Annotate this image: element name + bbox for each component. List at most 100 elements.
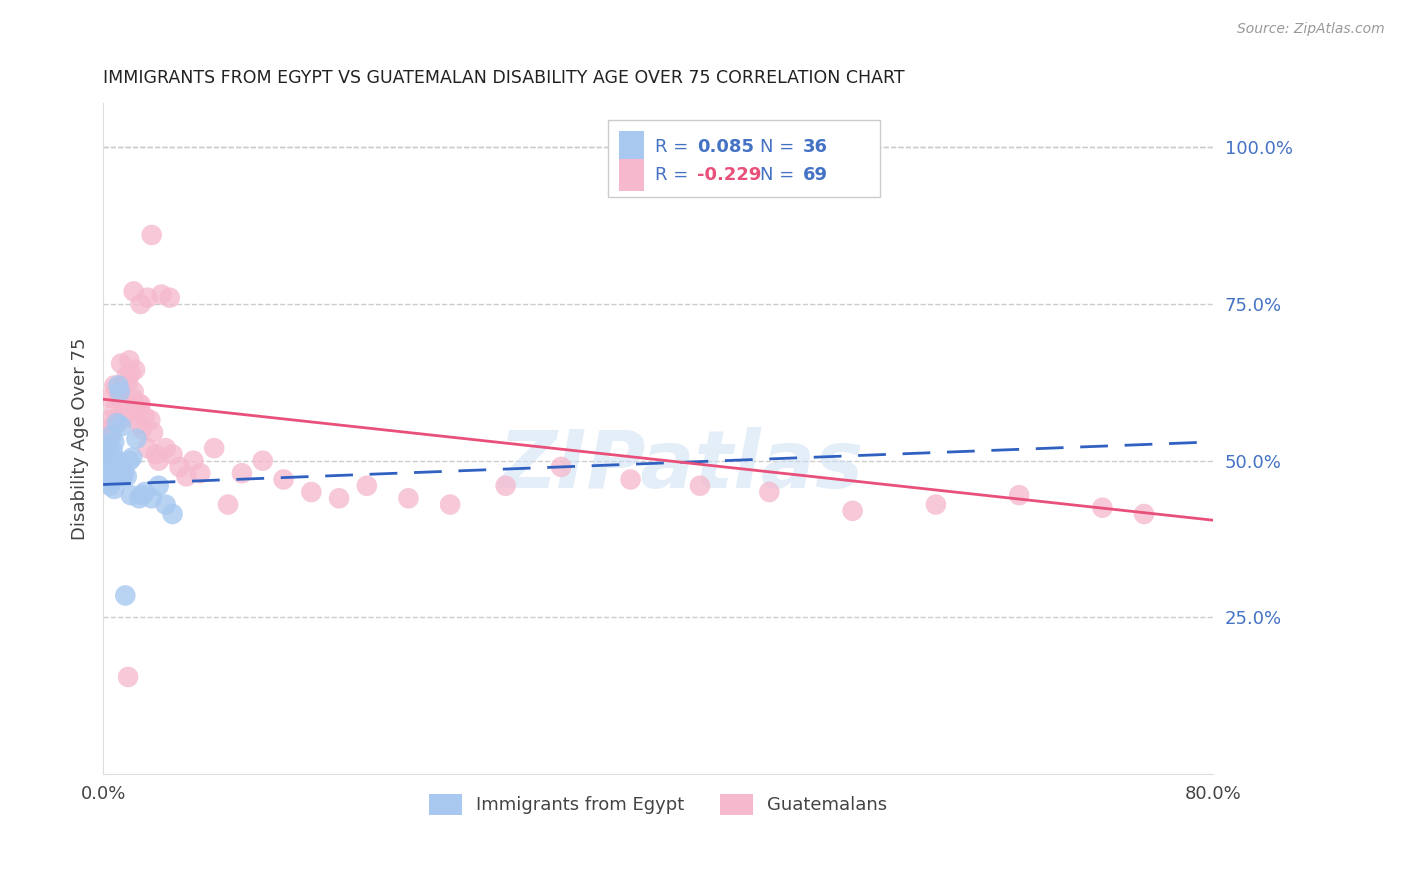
Point — [120, 366, 142, 380]
Point — [101, 473, 124, 487]
Point — [117, 376, 139, 390]
Point — [148, 453, 170, 467]
Point — [925, 498, 948, 512]
Point — [1133, 507, 1156, 521]
Point — [104, 463, 127, 477]
Point — [148, 479, 170, 493]
Point — [118, 353, 141, 368]
Point — [159, 291, 181, 305]
Point — [141, 491, 163, 506]
Point — [127, 416, 149, 430]
FancyBboxPatch shape — [620, 159, 644, 191]
Text: -0.229: -0.229 — [697, 166, 762, 184]
Point — [134, 409, 156, 424]
Point — [128, 397, 150, 411]
Point — [94, 438, 117, 452]
Point — [115, 369, 138, 384]
Y-axis label: Disability Age Over 75: Disability Age Over 75 — [72, 337, 89, 540]
Point — [96, 422, 118, 436]
Text: R =: R = — [655, 138, 695, 156]
Legend: Immigrants from Egypt, Guatemalans: Immigrants from Egypt, Guatemalans — [422, 787, 894, 822]
Point — [103, 482, 125, 496]
Point — [328, 491, 350, 506]
Point — [141, 227, 163, 242]
Point — [108, 391, 131, 405]
Point — [110, 357, 132, 371]
Point — [162, 507, 184, 521]
Point — [439, 498, 461, 512]
Point — [112, 397, 135, 411]
Point — [98, 450, 121, 465]
Text: R =: R = — [655, 166, 695, 184]
Point — [356, 479, 378, 493]
Text: N =: N = — [761, 166, 800, 184]
Point — [111, 469, 134, 483]
Point — [93, 447, 115, 461]
Point — [1008, 488, 1031, 502]
Point — [118, 453, 141, 467]
Point — [115, 469, 138, 483]
Point — [122, 384, 145, 399]
Text: ZIPatlas: ZIPatlas — [498, 426, 863, 505]
Point — [169, 459, 191, 474]
Point — [125, 403, 148, 417]
Point — [103, 434, 125, 449]
Point — [121, 450, 143, 465]
Point — [495, 479, 517, 493]
Point — [101, 444, 124, 458]
Point — [252, 453, 274, 467]
Point — [145, 447, 167, 461]
Point — [134, 485, 156, 500]
Point — [136, 291, 159, 305]
Point — [550, 459, 572, 474]
Point — [117, 670, 139, 684]
Point — [96, 459, 118, 474]
Point — [100, 428, 122, 442]
Point — [103, 378, 125, 392]
Point — [131, 488, 153, 502]
Point — [100, 457, 122, 471]
Point — [231, 467, 253, 481]
Point — [98, 413, 121, 427]
Point — [94, 428, 117, 442]
Point — [93, 469, 115, 483]
Point — [1091, 500, 1114, 515]
Point — [112, 467, 135, 481]
Point — [103, 403, 125, 417]
Point — [217, 498, 239, 512]
Text: IMMIGRANTS FROM EGYPT VS GUATEMALAN DISABILITY AGE OVER 75 CORRELATION CHART: IMMIGRANTS FROM EGYPT VS GUATEMALAN DISA… — [103, 69, 904, 87]
Point — [162, 447, 184, 461]
Text: 36: 36 — [803, 138, 828, 156]
Point — [94, 453, 117, 467]
Point — [98, 479, 121, 493]
Text: Source: ZipAtlas.com: Source: ZipAtlas.com — [1237, 22, 1385, 37]
Point — [114, 589, 136, 603]
Point — [105, 416, 128, 430]
Point — [97, 467, 120, 481]
FancyBboxPatch shape — [620, 131, 644, 163]
Point — [128, 491, 150, 506]
Point — [188, 467, 211, 481]
Point — [129, 297, 152, 311]
Point — [841, 504, 863, 518]
Point — [136, 441, 159, 455]
Point — [758, 485, 780, 500]
Point — [97, 441, 120, 455]
Point — [105, 416, 128, 430]
Point — [98, 391, 121, 405]
Point — [107, 409, 129, 424]
Point — [111, 378, 134, 392]
Point — [155, 441, 177, 455]
Text: 69: 69 — [803, 166, 828, 184]
Point — [108, 384, 131, 399]
Point — [142, 425, 165, 440]
Point — [689, 479, 711, 493]
Point — [176, 469, 198, 483]
Point — [105, 453, 128, 467]
Point — [107, 378, 129, 392]
Point — [183, 453, 205, 467]
Point — [139, 413, 162, 427]
Point — [121, 391, 143, 405]
Text: N =: N = — [761, 138, 800, 156]
Point — [619, 473, 641, 487]
